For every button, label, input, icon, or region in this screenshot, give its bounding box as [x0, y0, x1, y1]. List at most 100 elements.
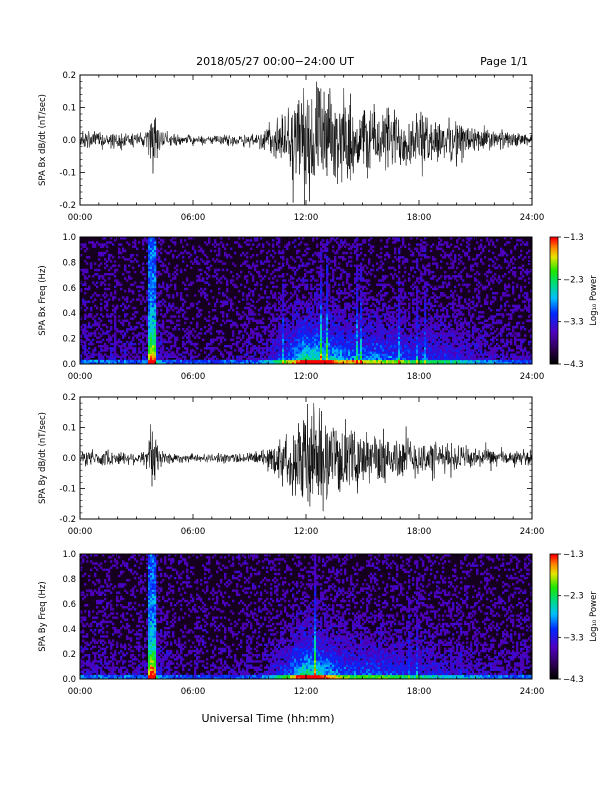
- spectrogram-cell: [278, 262, 281, 265]
- spectrogram-cell: [310, 336, 313, 339]
- spectrogram-cell: [282, 342, 285, 346]
- spectrogram-cell: [358, 336, 361, 339]
- spectrogram-cell: [154, 294, 157, 297]
- spectrogram-cell: [354, 328, 357, 331]
- spectrogram-cell: [408, 277, 411, 280]
- spectrogram-cell: [340, 342, 343, 346]
- spectrogram-cell: [382, 349, 385, 352]
- spectrogram-cell: [270, 332, 273, 335]
- spectrogram-cell: [232, 355, 235, 358]
- spectrogram-cell: [316, 325, 319, 329]
- spectrogram-cell: [312, 268, 315, 272]
- spectrogram-cell: [244, 285, 247, 289]
- spectrogram-cell: [122, 308, 125, 312]
- spectrogram-cell: [202, 277, 205, 280]
- spectrogram-cell: [360, 338, 363, 342]
- spectrogram-cell: [296, 285, 299, 289]
- spectrogram-cell: [96, 336, 99, 339]
- spectrogram-cell: [326, 279, 329, 282]
- spectrogram-cell: [230, 351, 233, 354]
- spectrogram-cell: [260, 325, 263, 329]
- spectrogram-cell: [418, 340, 421, 344]
- spectrogram-cell: [416, 279, 419, 282]
- spectrogram-cell: [406, 347, 409, 350]
- spectrogram-cell: [210, 347, 213, 350]
- spectrogram-cell: [278, 321, 281, 325]
- spectrogram-cell: [192, 247, 195, 251]
- spectrogram-cell: [158, 344, 161, 348]
- spectrogram-cell: [124, 334, 127, 337]
- spectrogram-cell: [416, 321, 419, 325]
- spectrogram-cell: [300, 361, 303, 365]
- spectrogram-cell: [118, 359, 121, 363]
- spectrogram-cell: [330, 237, 333, 240]
- spectrogram-cell: [366, 342, 369, 346]
- spectrogram-cell: [274, 340, 277, 344]
- spectrogram-cell: [336, 306, 339, 310]
- spectrogram-cell: [272, 256, 275, 259]
- spectrogram-cell: [298, 264, 301, 267]
- spectrogram-cell: [372, 325, 375, 329]
- spectrogram-cell: [416, 328, 419, 331]
- spectrogram-cell: [368, 270, 371, 274]
- spectrogram-cell: [208, 330, 211, 333]
- spectrogram-cell: [334, 256, 337, 259]
- spectrogram-cell: [314, 251, 317, 255]
- spectrogram-cell: [342, 342, 345, 346]
- spectrogram-cell: [348, 247, 351, 251]
- spectrogram-cell: [206, 330, 209, 333]
- spectrogram-cell: [246, 260, 249, 263]
- spectrogram-cell: [306, 302, 309, 306]
- spectrogram-cell: [370, 247, 373, 251]
- spectrogram-cell: [188, 332, 191, 335]
- spectrogram-cell: [324, 249, 327, 253]
- spectrogram-cell: [408, 359, 411, 363]
- spectrogram-cell: [134, 328, 137, 331]
- spectrogram-cell: [362, 319, 365, 323]
- spectrogram-cell: [186, 361, 189, 365]
- spectrogram-cell: [280, 357, 283, 361]
- spectrogram-cell: [232, 321, 235, 325]
- spectrogram-cell: [356, 328, 359, 331]
- spectrogram-cell: [380, 344, 383, 348]
- spectrogram-cell: [362, 321, 365, 325]
- spectrogram-cell: [142, 340, 145, 344]
- spectrogram-cell: [222, 243, 225, 246]
- spectrogram-cell: [114, 279, 117, 282]
- spectrogram-cell: [320, 321, 323, 325]
- spectrogram-cell: [102, 330, 105, 333]
- spectrogram-cell: [152, 268, 155, 272]
- spectrogram-cell: [374, 347, 377, 350]
- spectrogram-cell: [378, 308, 381, 312]
- spectrogram-cell: [156, 338, 159, 342]
- spectrogram-cell: [346, 361, 349, 365]
- spectrogram-cell: [380, 347, 383, 350]
- spectrogram-cell: [130, 283, 133, 287]
- spectrogram-cell: [130, 289, 133, 293]
- spectrogram-cell: [164, 264, 167, 267]
- spectrogram-cell: [254, 332, 257, 335]
- spectrogram-cell: [426, 347, 429, 350]
- spectrogram-cell: [150, 270, 153, 274]
- spectrogram-cell: [418, 251, 421, 255]
- spectrogram-cell: [142, 262, 145, 265]
- spectrogram-cell: [418, 353, 421, 356]
- spectrogram-cell: [350, 247, 353, 251]
- spectrogram-cell: [388, 253, 391, 257]
- spectrogram-cell: [294, 349, 297, 352]
- spectrogram-cell: [232, 262, 235, 265]
- spectrogram-cell: [98, 268, 101, 272]
- spectrogram-cell: [372, 264, 375, 267]
- spectrogram-cell: [174, 338, 177, 342]
- spectrogram-cell: [302, 253, 305, 257]
- spectrogram-cell: [104, 306, 107, 310]
- spectrogram-cell: [364, 239, 367, 242]
- spectrogram-cell: [322, 317, 325, 320]
- spectrogram-cell: [304, 287, 307, 291]
- spectrogram-cell: [314, 353, 317, 356]
- spectrogram-cell: [426, 294, 429, 297]
- spectrogram-cell: [222, 336, 225, 339]
- spectrogram-cell: [190, 361, 193, 365]
- spectrogram-cell: [414, 321, 417, 325]
- spectrogram-cell: [380, 256, 383, 259]
